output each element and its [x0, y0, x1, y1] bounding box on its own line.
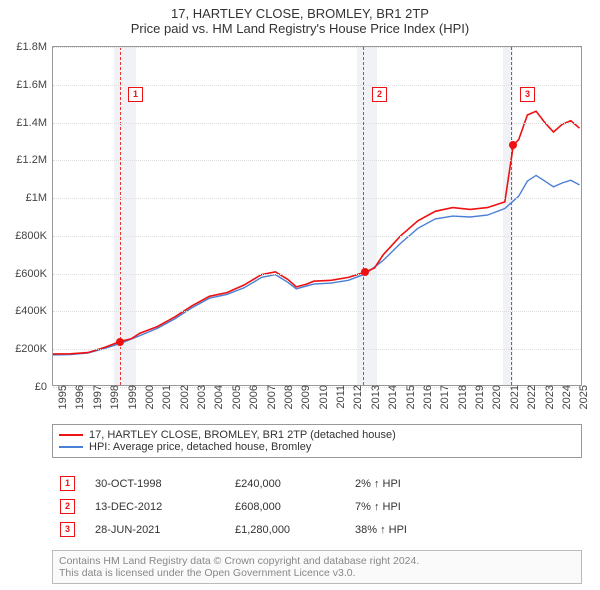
chart-container: 17, HARTLEY CLOSE, BROMLEY, BR1 2TP Pric…: [0, 0, 600, 590]
y-tick-label: £1M: [26, 192, 53, 204]
sale-marker-label: 3: [520, 87, 535, 102]
title-sub: Price paid vs. HM Land Registry's House …: [0, 21, 600, 36]
legend-label: 17, HARTLEY CLOSE, BROMLEY, BR1 2TP (det…: [89, 429, 396, 441]
x-tick-label: 2006: [244, 385, 260, 409]
sale-num-box: 2: [60, 499, 75, 514]
x-tick-label: 2013: [366, 385, 382, 409]
gridline: [53, 236, 581, 237]
y-tick-label: £200K: [15, 343, 53, 355]
legend-row: 17, HARTLEY CLOSE, BROMLEY, BR1 2TP (det…: [59, 429, 575, 441]
legend-swatch-blue: [59, 446, 83, 448]
x-tick-label: 1999: [123, 385, 139, 409]
x-tick-label: 2018: [453, 385, 469, 409]
legend-swatch-red: [59, 434, 83, 436]
sale-date: 13-DEC-2012: [95, 501, 215, 513]
x-tick-label: 2021: [505, 385, 521, 409]
footer-line: Contains HM Land Registry data © Crown c…: [59, 555, 575, 567]
x-tick-label: 2002: [175, 385, 191, 409]
sale-dot: [509, 141, 517, 149]
x-tick-label: 2001: [157, 385, 173, 409]
x-tick-label: 2015: [401, 385, 417, 409]
sale-num-box: 3: [60, 522, 75, 537]
x-tick-label: 2020: [487, 385, 503, 409]
x-tick-label: 2011: [331, 385, 347, 409]
gridline: [53, 123, 581, 124]
x-tick-label: 2016: [418, 385, 434, 409]
sale-date: 30-OCT-1998: [95, 478, 215, 490]
y-tick-label: £1.6M: [16, 79, 53, 91]
sale-num-box: 1: [60, 476, 75, 491]
x-tick-label: 1995: [53, 385, 69, 409]
x-tick-label: 2000: [140, 385, 156, 409]
sale-row: 1 30-OCT-1998 £240,000 2% ↑ HPI: [52, 472, 582, 495]
titles: 17, HARTLEY CLOSE, BROMLEY, BR1 2TP Pric…: [0, 0, 600, 40]
sale-hpi: 7% ↑ HPI: [355, 501, 401, 513]
sale-date: 28-JUN-2021: [95, 524, 215, 536]
sale-price: £608,000: [235, 501, 335, 513]
title-main: 17, HARTLEY CLOSE, BROMLEY, BR1 2TP: [0, 6, 600, 21]
y-tick-label: £800K: [15, 230, 53, 242]
sale-marker-label: 2: [372, 87, 387, 102]
y-tick-label: £1.8M: [16, 41, 53, 53]
x-tick-label: 2023: [540, 385, 556, 409]
x-tick-label: 1998: [105, 385, 121, 409]
gridline: [53, 311, 581, 312]
x-tick-label: 2003: [192, 385, 208, 409]
x-tick-label: 2012: [348, 385, 364, 409]
x-tick-label: 2010: [314, 385, 330, 409]
y-tick-label: £400K: [15, 305, 53, 317]
x-tick-label: 2022: [522, 385, 538, 409]
sale-price: £240,000: [235, 478, 335, 490]
sale-price: £1,280,000: [235, 524, 335, 536]
sale-hpi: 38% ↑ HPI: [355, 524, 407, 536]
x-tick-label: 2004: [209, 385, 225, 409]
y-tick-label: £0: [35, 381, 53, 393]
x-tick-label: 2014: [383, 385, 399, 409]
x-tick-label: 2017: [435, 385, 451, 409]
x-tick-label: 1996: [70, 385, 86, 409]
x-tick-label: 2019: [470, 385, 486, 409]
sale-hpi: 2% ↑ HPI: [355, 478, 401, 490]
x-tick-label: 2025: [574, 385, 590, 409]
gridline: [53, 274, 581, 275]
sale-row: 3 28-JUN-2021 £1,280,000 38% ↑ HPI: [52, 518, 582, 541]
sale-marker-label: 1: [128, 87, 143, 102]
gridline: [53, 198, 581, 199]
gridline: [53, 349, 581, 350]
legend: 17, HARTLEY CLOSE, BROMLEY, BR1 2TP (det…: [52, 424, 582, 458]
sale-dot: [116, 338, 124, 346]
series-line-red: [53, 111, 580, 354]
sales-table: 1 30-OCT-1998 £240,000 2% ↑ HPI 2 13-DEC-2012…: [52, 472, 582, 541]
legend-label: HPI: Average price, detached house, Brom…: [89, 441, 311, 453]
sale-dot: [361, 268, 369, 276]
footer: Contains HM Land Registry data © Crown c…: [52, 550, 582, 584]
gridline: [53, 160, 581, 161]
x-tick-label: 2005: [227, 385, 243, 409]
series-line-blue: [53, 175, 580, 355]
y-tick-label: £600K: [15, 268, 53, 280]
legend-row: HPI: Average price, detached house, Brom…: [59, 441, 575, 453]
gridline: [53, 85, 581, 86]
footer-line: This data is licensed under the Open Gov…: [59, 567, 575, 579]
x-tick-label: 2009: [296, 385, 312, 409]
x-tick-label: 2007: [262, 385, 278, 409]
x-tick-label: 2008: [279, 385, 295, 409]
x-tick-label: 1997: [88, 385, 104, 409]
x-tick-label: 2024: [557, 385, 573, 409]
chart-area: £0£200K£400K£600K£800K£1M£1.2M£1.4M£1.6M…: [52, 46, 582, 386]
y-tick-label: £1.2M: [16, 154, 53, 166]
sale-row: 2 13-DEC-2012 £608,000 7% ↑ HPI: [52, 495, 582, 518]
gridline: [53, 47, 581, 48]
y-tick-label: £1.4M: [16, 117, 53, 129]
